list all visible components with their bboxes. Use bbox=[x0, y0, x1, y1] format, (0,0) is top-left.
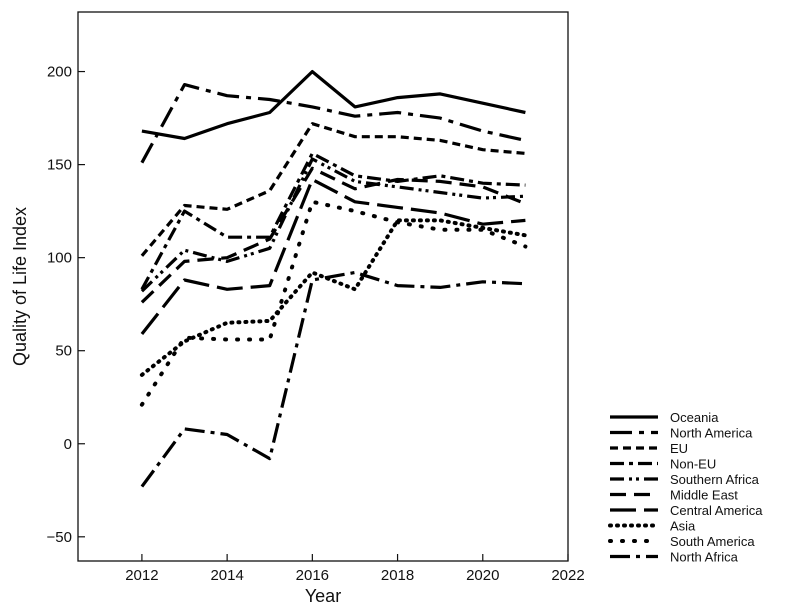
series-line-oceania bbox=[141, 69, 526, 141]
x-tick-label: 2014 bbox=[210, 567, 243, 584]
series-line-south-america bbox=[139, 199, 528, 407]
plot-border bbox=[77, 11, 569, 562]
legend-label: Central America bbox=[670, 503, 763, 518]
y-axis-title: Quality of Life Index bbox=[10, 207, 30, 366]
series-line-non-eu bbox=[140, 151, 526, 291]
y-tick-label: −50 bbox=[47, 529, 72, 546]
series-line-asia bbox=[139, 218, 528, 377]
legend-label: North America bbox=[670, 426, 753, 441]
legend-label: Non-EU bbox=[670, 457, 716, 472]
legend-label: Oceania bbox=[670, 410, 719, 425]
legend-label: Middle East bbox=[670, 488, 738, 503]
series-line-southern-africa bbox=[140, 157, 526, 293]
y-tick-label: 50 bbox=[55, 343, 72, 360]
y-tick-label: 100 bbox=[47, 250, 72, 267]
y-tick-label: 150 bbox=[47, 157, 72, 174]
y-tick-label: 0 bbox=[64, 436, 72, 453]
x-axis: 2012 2014 2016 2018 2020 2022 bbox=[125, 554, 585, 584]
x-tick-label: 2022 bbox=[551, 567, 584, 584]
x-tick-label: 2020 bbox=[466, 567, 499, 584]
legend-label: EU bbox=[670, 441, 688, 456]
x-tick-label: 2012 bbox=[125, 567, 158, 584]
series-line-north-america bbox=[140, 82, 526, 164]
series-layer bbox=[139, 69, 528, 488]
legend-label: Southern Africa bbox=[670, 472, 760, 487]
legend-label: Asia bbox=[670, 519, 696, 534]
y-tick-label: 200 bbox=[47, 64, 72, 81]
x-tick-label: 2016 bbox=[296, 567, 329, 584]
series-line-central-america bbox=[140, 177, 526, 335]
series-line-middle-east bbox=[140, 166, 526, 304]
x-tick-label: 2018 bbox=[381, 567, 414, 584]
series-line-north-africa bbox=[140, 270, 526, 488]
y-axis: −50 0 50 100 150 200 bbox=[47, 64, 85, 546]
x-axis-title: Year bbox=[305, 586, 341, 606]
plot-area bbox=[77, 11, 569, 562]
legend-label: North Africa bbox=[670, 550, 739, 565]
legend-label: South America bbox=[670, 534, 755, 549]
